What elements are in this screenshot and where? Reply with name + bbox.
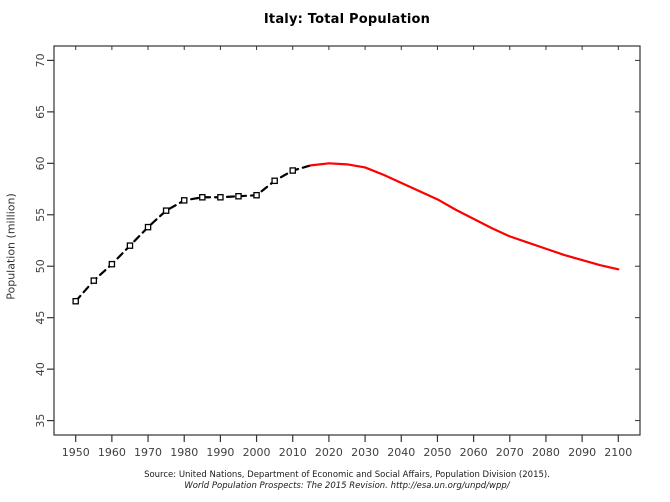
x-tick-label: 2100 (604, 446, 632, 459)
x-tick-label: 2090 (568, 446, 596, 459)
data-point-marker (90, 277, 98, 284)
y-tick-label: 45 (34, 311, 47, 325)
data-point-marker (199, 194, 206, 201)
plot-border (53, 45, 641, 436)
data-point-marker (289, 167, 296, 174)
data-point-marker (72, 297, 79, 305)
data-point-marker (217, 194, 224, 201)
y-tick-label: 60 (34, 156, 47, 170)
data-point-marker (162, 207, 170, 214)
y-tick-label: 50 (34, 259, 47, 273)
data-point-marker (253, 191, 260, 199)
y-tick-label: 65 (34, 105, 47, 119)
data-point-marker (180, 197, 188, 204)
x-tick-label: 2030 (351, 446, 379, 459)
x-tick-label: 1970 (134, 446, 162, 459)
x-tick-label: 1980 (170, 446, 198, 459)
x-tick-label: 2020 (315, 446, 343, 459)
y-tick-label: 40 (34, 362, 47, 376)
x-tick-label: 2060 (460, 446, 488, 459)
data-point-marker (108, 260, 116, 268)
x-tick-label: 2040 (387, 446, 415, 459)
x-tick-label: 1990 (206, 446, 234, 459)
x-tick-label: 2080 (532, 446, 560, 459)
x-tick-label: 2010 (279, 446, 307, 459)
x-tick-label: 2050 (423, 446, 451, 459)
source-line-1: Source: United Nations, Department of Ec… (144, 470, 550, 480)
data-point-marker (271, 177, 278, 185)
x-tick-label: 2000 (243, 446, 271, 459)
data-point-marker (144, 223, 152, 231)
x-tick-label: 1960 (98, 446, 126, 459)
data-point-marker (235, 192, 242, 200)
source-line-2: World Population Prospects: The 2015 Rev… (184, 481, 510, 491)
x-tick-label: 1950 (62, 446, 90, 459)
y-tick-label: 35 (34, 414, 47, 428)
series-projection (309, 162, 620, 271)
chart-title: Italy: Total Population (263, 12, 431, 27)
y-tick-label: 55 (34, 208, 47, 222)
y-tick-label: 70 (34, 53, 47, 67)
data-point-marker (126, 242, 134, 249)
x-tick-label: 2070 (496, 446, 524, 459)
series-historical (74, 164, 312, 303)
